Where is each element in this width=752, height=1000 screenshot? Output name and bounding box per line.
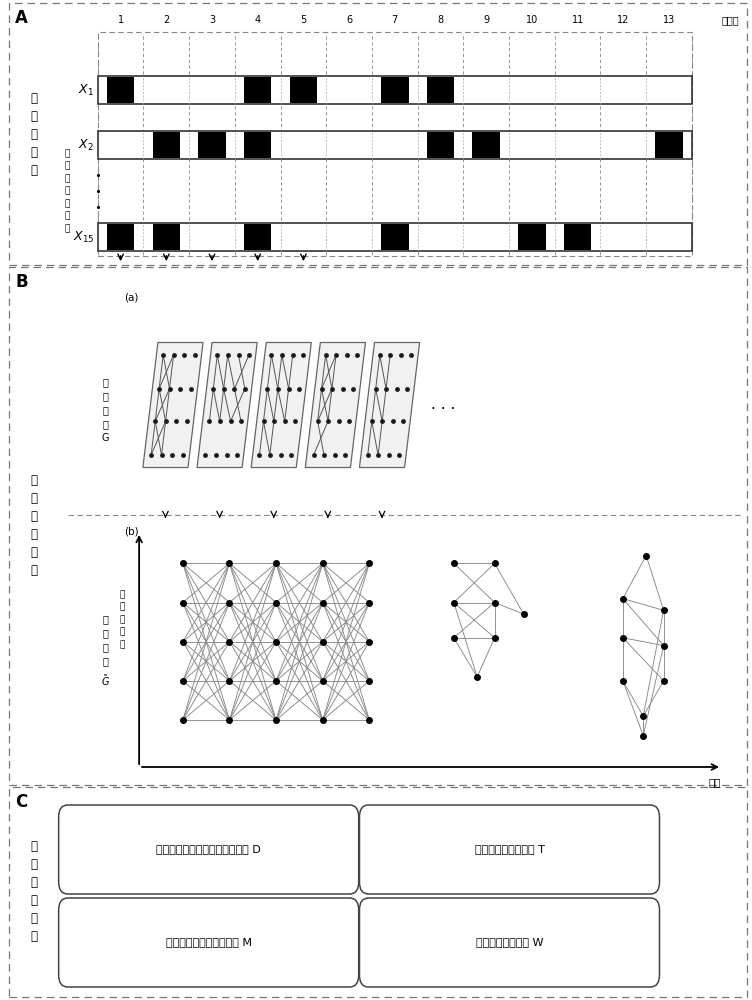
FancyBboxPatch shape — [59, 898, 359, 987]
Text: 3: 3 — [209, 15, 215, 25]
Polygon shape — [472, 132, 500, 158]
Text: 8: 8 — [438, 15, 444, 25]
Polygon shape — [244, 77, 271, 103]
Text: $X_2$: $X_2$ — [78, 137, 94, 153]
Text: 时
空
网
络
$\tilde{G}$: 时 空 网 络 $\tilde{G}$ — [101, 614, 110, 688]
Text: 神
经
元
放
电
序
列: 神 经 元 放 电 序 列 — [65, 149, 71, 233]
Text: 神
经
元
编
号: 神 经 元 编 号 — [120, 590, 126, 649]
Polygon shape — [107, 77, 135, 103]
Text: 簇连接存在的宽度 W: 簇连接存在的宽度 W — [476, 938, 543, 948]
Text: 12: 12 — [617, 15, 629, 25]
Polygon shape — [244, 224, 271, 250]
Text: 1: 1 — [117, 15, 123, 25]
Text: B: B — [15, 273, 28, 291]
Text: 9: 9 — [483, 15, 490, 25]
FancyBboxPatch shape — [359, 898, 660, 987]
Text: 簇连接存在时间长度 T: 簇连接存在时间长度 T — [475, 844, 544, 854]
Polygon shape — [251, 342, 311, 468]
Polygon shape — [290, 77, 317, 103]
Text: 各时间窗口内相连的神经元个数 D: 各时间窗口内相连的神经元个数 D — [156, 844, 261, 854]
Polygon shape — [564, 224, 591, 250]
Text: 时间: 时间 — [708, 777, 720, 787]
Polygon shape — [518, 224, 546, 250]
Text: 相互连接神经元簇的个数 M: 相互连接神经元簇的个数 M — [165, 938, 252, 948]
Polygon shape — [381, 224, 408, 250]
Text: · · ·: · · · — [431, 402, 455, 418]
Polygon shape — [98, 131, 692, 159]
Text: 6: 6 — [346, 15, 352, 25]
Polygon shape — [153, 224, 180, 250]
FancyBboxPatch shape — [359, 805, 660, 894]
Polygon shape — [107, 224, 135, 250]
Polygon shape — [98, 76, 692, 104]
Text: 4: 4 — [255, 15, 261, 25]
Text: $X_1$: $X_1$ — [78, 82, 94, 98]
Polygon shape — [153, 132, 180, 158]
Text: 构
建
时
空
网
络: 构 建 时 空 网 络 — [30, 475, 38, 578]
Text: 5: 5 — [300, 15, 307, 25]
Text: A: A — [15, 9, 28, 27]
Polygon shape — [655, 132, 683, 158]
FancyBboxPatch shape — [59, 805, 359, 894]
Polygon shape — [359, 342, 420, 468]
Text: 空
间
网
络
G: 空 间 网 络 G — [102, 377, 109, 443]
Polygon shape — [143, 342, 203, 468]
Polygon shape — [244, 132, 271, 158]
Text: (a): (a) — [124, 293, 138, 303]
Polygon shape — [305, 342, 365, 468]
Text: 划
分
时
间
窗: 划 分 时 间 窗 — [30, 92, 38, 176]
Polygon shape — [98, 223, 692, 251]
Text: 7: 7 — [392, 15, 398, 25]
Text: $X_{15}$: $X_{15}$ — [72, 229, 94, 245]
Polygon shape — [197, 342, 257, 468]
Polygon shape — [199, 132, 226, 158]
Polygon shape — [427, 132, 454, 158]
Text: 13: 13 — [663, 15, 675, 25]
Text: 网
络
特
征
分
析: 网 络 特 征 分 析 — [30, 840, 38, 944]
Polygon shape — [427, 77, 454, 103]
Text: 10: 10 — [526, 15, 538, 25]
Text: 11: 11 — [572, 15, 584, 25]
Text: C: C — [15, 793, 27, 811]
Text: 时间窗: 时间窗 — [722, 15, 739, 25]
Text: 2: 2 — [163, 15, 169, 25]
Text: (b): (b) — [124, 527, 138, 537]
Polygon shape — [381, 77, 408, 103]
